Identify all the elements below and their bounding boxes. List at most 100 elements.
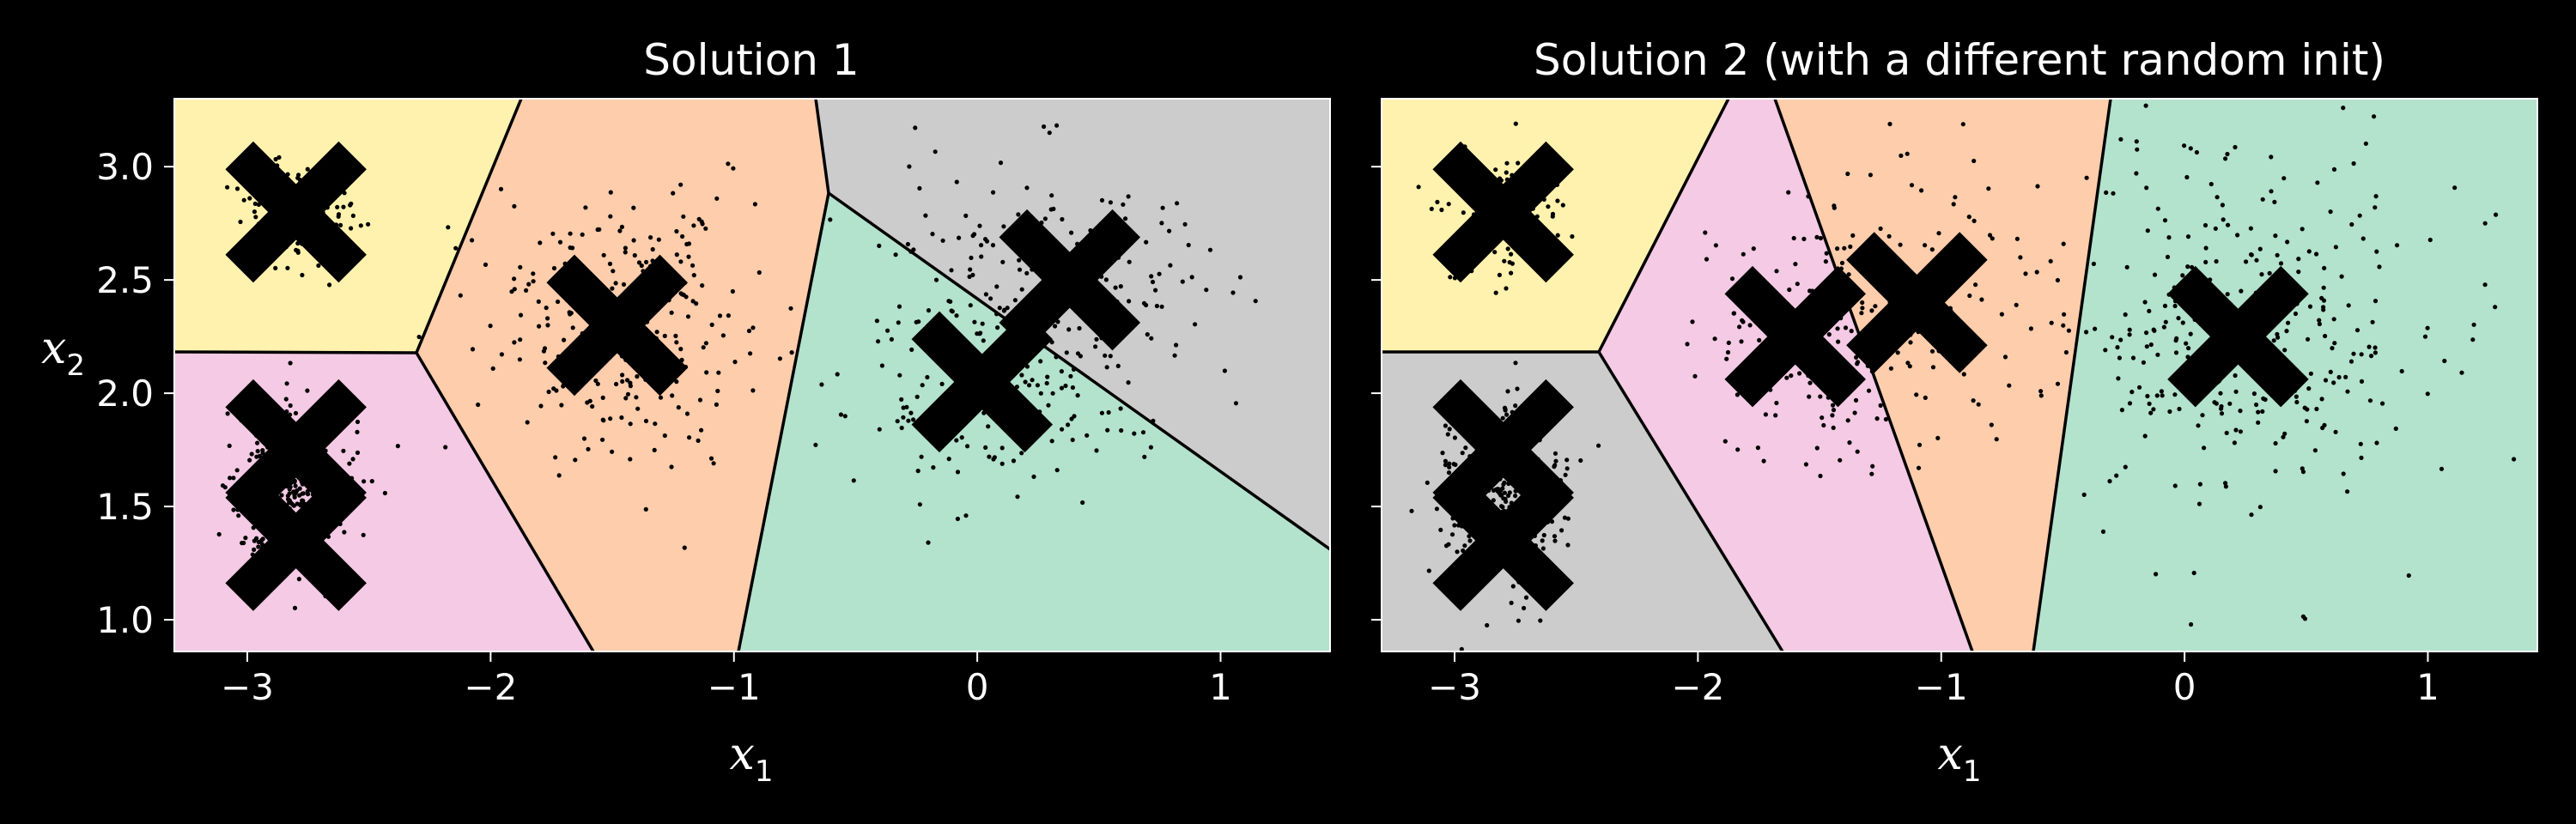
data-point (470, 238, 475, 243)
data-point (1824, 251, 1829, 256)
data-point (2154, 393, 2160, 398)
data-point (1222, 368, 1227, 373)
data-point (512, 340, 517, 345)
data-point (1898, 242, 1903, 247)
data-point (1108, 200, 1113, 205)
data-point (1741, 251, 1746, 257)
data-point (681, 214, 686, 219)
data-point (2346, 303, 2351, 308)
data-point (842, 414, 848, 419)
data-point (1914, 392, 1919, 397)
data-point (2372, 299, 2379, 304)
data-point (1555, 198, 1560, 203)
data-point (2369, 354, 2374, 359)
data-point (1059, 385, 1065, 391)
data-point (1559, 528, 1564, 533)
data-point (2254, 402, 2259, 408)
data-point (1513, 121, 1518, 126)
data-point (1463, 445, 1468, 451)
data-point (980, 321, 985, 326)
data-point (300, 272, 305, 278)
data-point (1103, 277, 1109, 282)
data-point (243, 536, 248, 541)
data-point (255, 440, 260, 445)
data-point (1838, 457, 1843, 463)
data-point (2172, 392, 2178, 397)
data-point (1869, 471, 1874, 476)
data-point (1038, 359, 1043, 364)
data-point (446, 225, 451, 230)
data-point (1513, 494, 1518, 499)
data-point (1685, 342, 1690, 347)
data-point (416, 334, 422, 340)
data-point (2202, 222, 2208, 228)
data-point (1019, 287, 1024, 292)
data-point (1917, 442, 1923, 447)
data-point (2220, 203, 2225, 208)
data-point (1159, 304, 1164, 309)
data-point (726, 161, 731, 167)
data-point (680, 233, 685, 239)
data-point (260, 536, 265, 542)
data-point (876, 339, 881, 344)
data-point (231, 507, 236, 512)
data-point (1540, 546, 1546, 551)
data-point (1722, 439, 1728, 444)
data-point (2256, 420, 2261, 425)
data-point (1443, 463, 1448, 468)
data-point (525, 420, 530, 425)
data-point (2154, 572, 2159, 577)
data-point (969, 255, 974, 260)
data-point (1447, 464, 1452, 470)
data-point (972, 319, 977, 324)
data-point (247, 196, 252, 201)
data-point (225, 411, 230, 416)
data-point (2167, 409, 2172, 415)
data-point (1045, 374, 1050, 379)
data-point (813, 442, 818, 447)
data-point (2319, 397, 2324, 402)
data-point (1448, 275, 1453, 280)
data-point (2336, 374, 2342, 380)
y-ticks-2 (1371, 166, 1382, 621)
data-point (1207, 247, 1213, 252)
centroid-marker (1724, 265, 1866, 408)
data-point (2147, 308, 2152, 313)
data-point (1443, 423, 1448, 428)
data-point (2254, 258, 2259, 263)
data-point (512, 276, 517, 282)
data-point (1835, 246, 1840, 251)
data-point (2184, 174, 2190, 180)
data-point (981, 338, 986, 343)
data-point (2373, 194, 2379, 199)
data-point (1774, 269, 1779, 274)
data-point (1873, 304, 1878, 309)
data-point (1725, 349, 1731, 355)
data-point (348, 203, 353, 208)
data-point (341, 448, 346, 453)
data-point (2180, 320, 2185, 325)
data-point (2145, 228, 2150, 233)
data-point (2300, 227, 2305, 232)
data-point (297, 486, 302, 491)
data-point (955, 516, 960, 522)
data-point (1132, 431, 1137, 436)
data-point (2341, 106, 2346, 111)
data-point (1979, 297, 1984, 302)
data-point (1869, 308, 1874, 313)
data-point (1160, 205, 1165, 210)
data-point (617, 228, 623, 233)
y-ticks-1: 1.0 1.5 2.0 2.5 3.0 (96, 146, 174, 641)
data-point (2267, 270, 2272, 276)
data-point (2238, 429, 2243, 434)
data-point (1570, 233, 1575, 239)
data-point (1174, 342, 1179, 348)
data-point (287, 491, 292, 496)
data-point (2370, 319, 2375, 324)
data-point (1552, 538, 1558, 543)
centroid-marker (1432, 141, 1574, 283)
data-point (234, 468, 240, 473)
data-point (1513, 403, 1518, 409)
data-point (1054, 354, 1059, 360)
data-point (2127, 327, 2132, 332)
